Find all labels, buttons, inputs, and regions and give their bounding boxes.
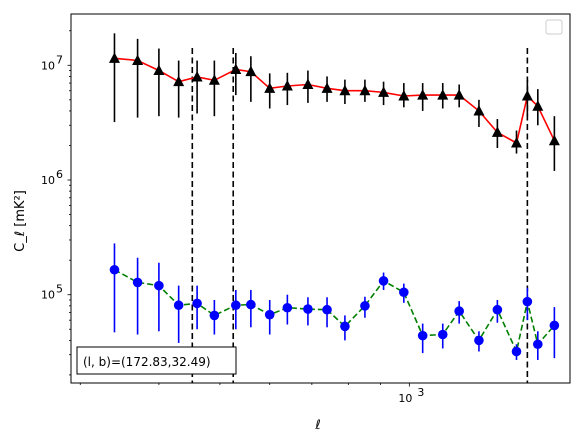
circle-marker-4 [192, 298, 202, 309]
circle-marker-11 [322, 304, 332, 315]
plot-frame [70, 13, 571, 384]
legend-box [545, 19, 563, 35]
circle-marker-1 [132, 277, 143, 288]
vertical-lines [191, 48, 529, 383]
triangle-marker-20 [491, 126, 503, 137]
triangle-marker-14 [378, 86, 390, 97]
triangle-marker-17 [437, 89, 449, 100]
circle-marker-8 [264, 309, 275, 320]
plot-area [71, 14, 570, 383]
triangle-marker-12 [339, 84, 351, 96]
x-tick-label-exponent-0: 3 [417, 386, 424, 399]
triangle-marker-22 [521, 89, 533, 101]
y-tick-label-exponent-2: 7 [56, 53, 63, 66]
circle-marker-10 [303, 304, 313, 314]
triangle-marker-3 [173, 75, 185, 87]
circle-marker-23 [533, 339, 543, 350]
triangle-marker-0 [108, 52, 120, 63]
circle-marker-12 [340, 321, 350, 332]
y-tick-label-0: 10 [41, 289, 55, 302]
triangle-marker-15 [398, 89, 410, 101]
circle-marker-13 [360, 301, 370, 311]
triangle-marker-23 [532, 100, 544, 111]
circle-marker-7 [246, 299, 256, 310]
triangle-marker-9 [281, 79, 293, 91]
circle-marker-24 [549, 320, 560, 331]
y-tick-label-exponent-0: 5 [56, 283, 63, 296]
triangle-marker-18 [453, 89, 465, 100]
circle-marker-14 [378, 276, 389, 286]
circle-marker-21 [511, 346, 522, 357]
triangle-marker-7 [245, 65, 257, 77]
triangle-marker-10 [302, 78, 314, 90]
triangle-marker-8 [264, 82, 276, 93]
circle-marker-2 [154, 280, 164, 291]
circle-marker-3 [173, 300, 184, 311]
circle-marker-22 [522, 296, 533, 307]
triangle-marker-1 [132, 54, 144, 66]
circle-marker-20 [492, 304, 503, 315]
triangle-marker-19 [473, 104, 485, 116]
circle-marker-6 [231, 300, 241, 311]
triangle-marker-24 [548, 134, 560, 146]
annotation-box: (l, b)=(172.83,32.49) [76, 346, 237, 375]
y-axis-label: C_ℓ [mK²] [13, 190, 28, 252]
triangle-marker-16 [417, 89, 429, 100]
triangle-marker-2 [153, 64, 165, 76]
circle-marker-19 [474, 335, 484, 346]
triangle-marker-6 [230, 63, 242, 74]
triangle-marker-21 [510, 137, 522, 148]
triangle-marker-5 [208, 74, 220, 85]
triangle-marker-13 [359, 84, 371, 96]
error-bars [113, 33, 556, 360]
circle-marker-17 [437, 329, 448, 340]
triangle-marker-4 [191, 71, 203, 82]
circle-marker-15 [399, 287, 409, 298]
data-markers [108, 52, 560, 357]
circle-marker-16 [417, 330, 428, 341]
circle-marker-0 [109, 264, 120, 275]
y-tick-label-1: 10 [41, 174, 55, 187]
circle-marker-9 [282, 302, 293, 313]
x-axis-ticks: 10 3 [79, 383, 424, 405]
x-axis-label: ℓ [314, 418, 320, 433]
y-tick-label-2: 10 [41, 59, 55, 72]
circle-marker-5 [209, 310, 220, 321]
circle-marker-18 [454, 306, 464, 316]
y-tick-label-exponent-1: 6 [56, 168, 63, 181]
triangle-marker-11 [321, 82, 333, 93]
x-tick-label-0: 10 [398, 392, 412, 405]
annotation-text: (l, b)=(172.83,32.49) [83, 355, 211, 369]
